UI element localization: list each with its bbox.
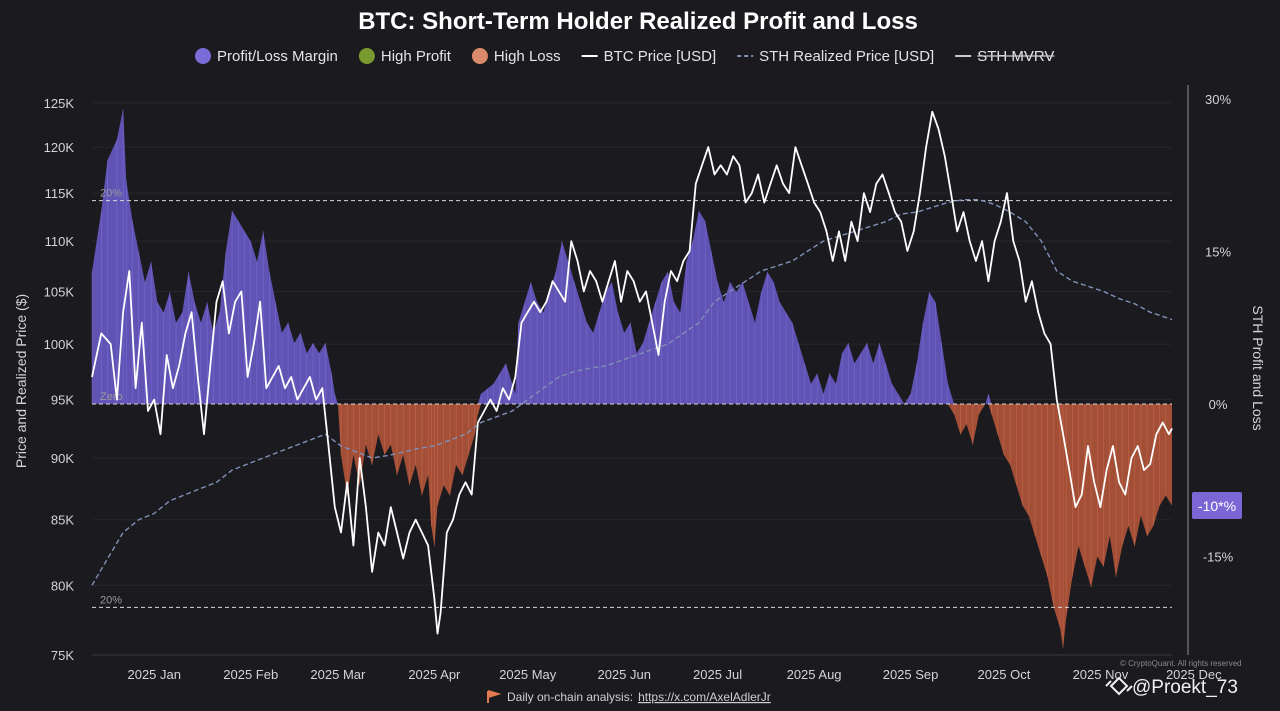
y-left-tick-9: 120K	[44, 140, 75, 155]
legend-item-0[interactable]: Profit/Loss Margin	[195, 48, 338, 65]
x-tick-2: 2025 Mar	[310, 667, 366, 682]
chart-title: BTC: Short-Term Holder Realized Profit a…	[358, 8, 918, 35]
y-left-tick-7: 110K	[45, 234, 75, 249]
x-tick-9: 2025 Oct	[978, 667, 1031, 682]
legend-item-1[interactable]: High Profit	[358, 48, 452, 65]
y-axis-right-title: STH Profit and Loss	[1250, 305, 1266, 430]
legend-marker-1	[358, 48, 375, 64]
y-right-tick-1: 15%	[1205, 244, 1231, 259]
profit-loss-area	[91, 109, 1172, 649]
legend-label-3: BTC Price [USD]	[604, 48, 717, 65]
footer-text: Daily on-chain analysis:	[507, 690, 633, 704]
legend-label-2: High Loss	[494, 48, 561, 65]
current-value-badge-text: -10*%	[1198, 498, 1236, 514]
legend-marker-2	[471, 48, 488, 64]
y-axis-left-title: Price and Realized Price ($)	[13, 294, 29, 468]
binance-logo-icon	[1105, 676, 1133, 696]
loss-area	[92, 404, 1172, 649]
x-tick-0: 2025 Jan	[127, 667, 181, 682]
legend-item-5[interactable]: STH MVRV	[955, 48, 1055, 65]
legend-label-1: High Profit	[381, 48, 452, 65]
y-right-tick-0: 30%	[1205, 92, 1231, 107]
x-tick-8: 2025 Sep	[883, 667, 939, 682]
footer: Daily on-chain analysis: https://x.com/A…	[487, 690, 771, 704]
watermark-author: @Proekt_73	[1132, 677, 1238, 698]
y-left-tick-2: 85K	[51, 513, 74, 528]
area-hatch	[91, 109, 1167, 649]
ref-label-1: Zero	[100, 391, 123, 403]
ref-label-2: 20%	[100, 594, 122, 606]
x-tick-11: 2025 Dec	[1166, 667, 1222, 682]
y-right-tick-3: -15%	[1203, 550, 1234, 565]
x-tick-5: 2025 Jun	[597, 667, 651, 682]
legend-label-4: STH Realized Price [USD]	[759, 48, 934, 65]
x-tick-10: 2025 Nov	[1073, 667, 1129, 682]
y-left-tick-4: 95K	[51, 393, 74, 408]
y-left-tick-0: 75K	[51, 648, 74, 663]
sth-realized-price-line	[91, 198, 1173, 586]
y-left-tick-1: 80K	[51, 578, 74, 593]
x-tick-6: 2025 Jul	[693, 667, 742, 682]
x-tick-7: 2025 Aug	[787, 667, 842, 682]
ref-label-0: 20%	[100, 188, 122, 200]
legend-item-4[interactable]: STH Realized Price [USD]	[737, 48, 934, 65]
y-left-tick-5: 100K	[44, 337, 75, 352]
axes: 75K 80K 85K 90K 95K 100K 105K 110K 115K 120K 125K 3…	[44, 85, 1234, 682]
profit-area	[92, 109, 1172, 404]
copyright-text: © CryptoQuant. All rights reserved	[1120, 659, 1242, 668]
y-left-tick-10: 125K	[44, 96, 75, 111]
y-left-tick-6: 105K	[44, 284, 75, 299]
watermark: @Proekt_73	[1105, 676, 1238, 698]
legend-item-3[interactable]: BTC Price [USD]	[581, 48, 717, 65]
legend-item-2[interactable]: High Loss	[471, 48, 561, 65]
legend-marker-0	[195, 48, 211, 64]
legend-label-0: Profit/Loss Margin	[217, 48, 338, 65]
x-tick-1: 2025 Feb	[223, 667, 278, 682]
y-left-tick-3: 90K	[51, 451, 74, 466]
x-tick-4: 2025 May	[499, 667, 557, 682]
footer-link[interactable]: https://x.com/AxelAdlerJr	[638, 690, 771, 704]
reference-lines: 20% Zero 20%	[92, 188, 1172, 608]
legend: Profit/Loss Margin High Profit High Loss BT…	[195, 48, 1055, 65]
y-left-tick-8: 115K	[45, 186, 75, 201]
current-value-badge: -10*%	[1192, 492, 1242, 519]
y-right-tick-2: 0%	[1209, 397, 1228, 412]
price-lines	[91, 110, 1173, 635]
flag-icon	[487, 690, 502, 703]
x-tick-3: 2025 Apr	[408, 667, 461, 682]
btc-price-line	[91, 110, 1173, 635]
